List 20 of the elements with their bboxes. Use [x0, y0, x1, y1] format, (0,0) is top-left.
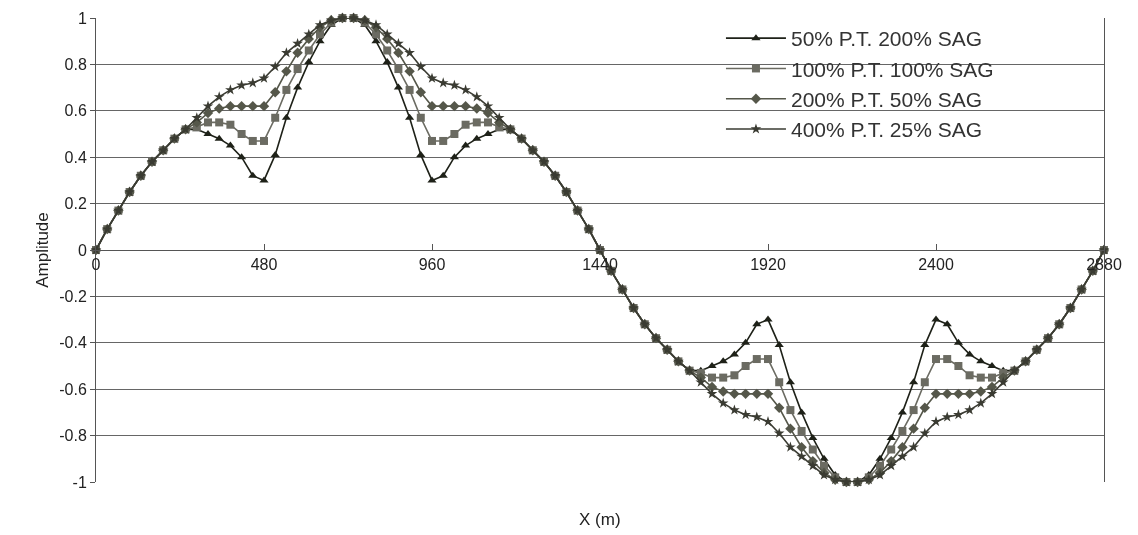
x-axis-title: X (m): [579, 510, 621, 529]
y-tick-label: -0.4: [59, 334, 87, 352]
legend-label: 50% P.T. 200% SAG: [790, 27, 983, 51]
y-tick-label: -0.6: [59, 380, 87, 398]
x-tick-label: 480: [250, 256, 278, 274]
y-tick-label: 0.8: [64, 56, 87, 73]
y-tick-label: -1: [72, 473, 87, 491]
y-tick-label: 0.4: [64, 148, 87, 166]
legend-label: 400% P.T. 25% SAG: [790, 118, 983, 142]
y-tick-label: -0.2: [59, 288, 87, 305]
y-tick-label: 0.6: [64, 102, 87, 120]
y-axis-title: Amplitude: [32, 212, 52, 288]
legend-label: 200% P.T. 50% SAG: [790, 87, 983, 111]
x-tick-label: 960: [418, 256, 446, 274]
y-tick-label: 0: [77, 241, 87, 259]
x-tick-label: 2400: [918, 256, 954, 274]
y-tick-label: -0.8: [59, 427, 87, 445]
y-tick-label: 1: [77, 9, 87, 27]
x-tick-label: 1920: [750, 256, 786, 274]
y-tick-label: 0.2: [64, 195, 87, 213]
